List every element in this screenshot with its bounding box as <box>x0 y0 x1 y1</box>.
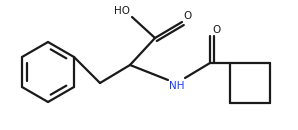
Text: NH: NH <box>169 81 184 91</box>
Text: HO: HO <box>114 6 130 16</box>
Text: O: O <box>212 25 220 35</box>
Text: O: O <box>183 11 191 21</box>
